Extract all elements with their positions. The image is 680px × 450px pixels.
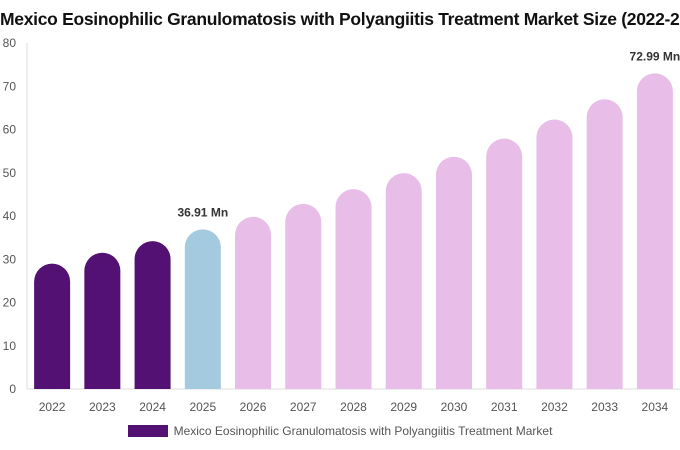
bar-2023	[84, 252, 121, 389]
bar-2024	[134, 241, 171, 389]
bar-2031	[486, 138, 523, 389]
bar-2025	[184, 229, 221, 389]
x-tick-label: 2030	[441, 400, 468, 414]
y-tick-label: 20	[3, 296, 17, 310]
x-tick-label: 2026	[240, 400, 267, 414]
x-tick-label: 2034	[642, 400, 669, 414]
x-tick-label: 2029	[390, 400, 417, 414]
y-tick-label: 50	[3, 166, 17, 180]
bar-2032	[536, 119, 573, 389]
x-tick-label: 2028	[340, 400, 367, 414]
bar-2033	[586, 99, 623, 389]
bar-2022	[34, 263, 71, 389]
x-axis: 2022 2023 2024 2025 2026 2027 2028 2029 2030 2031…	[27, 388, 680, 414]
bar-2030	[435, 156, 472, 389]
y-tick-label: 60	[3, 123, 17, 137]
data-labels: 36.91 Mn 72.99 Mn	[177, 49, 680, 219]
bar-2026	[235, 216, 272, 389]
y-tick-label: 30	[3, 252, 17, 266]
x-tick-label: 2032	[541, 400, 568, 414]
bars	[34, 73, 673, 390]
x-tick-label: 2031	[491, 400, 518, 414]
bar-2029	[385, 173, 422, 389]
x-tick-label: 2027	[290, 400, 317, 414]
bar-2034	[636, 73, 673, 390]
data-label-2025: 36.91 Mn	[177, 205, 228, 219]
y-tick-label: 80	[3, 36, 17, 50]
y-tick-label: 40	[3, 209, 17, 223]
x-tick-label: 2033	[591, 400, 618, 414]
x-tick-label: 2023	[89, 400, 116, 414]
y-axis: 0 10 20 30 40 50 60 70 80	[3, 36, 28, 396]
chart-title: Mexico Eosinophilic Granulomatosis with …	[0, 9, 680, 29]
y-tick-label: 70	[3, 79, 17, 93]
y-tick-label: 0	[9, 382, 16, 396]
bar-2028	[335, 189, 372, 389]
x-tick-label: 2025	[189, 400, 216, 414]
y-tick-label: 10	[3, 339, 17, 353]
data-label-2034: 72.99 Mn	[630, 49, 680, 63]
x-tick-label: 2022	[39, 400, 66, 414]
legend-label: Mexico Eosinophilic Granulomatosis with …	[173, 424, 553, 438]
legend: Mexico Eosinophilic Granulomatosis with …	[0, 424, 680, 438]
x-tick-label: 2024	[139, 400, 166, 414]
legend-swatch	[127, 425, 168, 437]
bar-2027	[285, 203, 322, 389]
